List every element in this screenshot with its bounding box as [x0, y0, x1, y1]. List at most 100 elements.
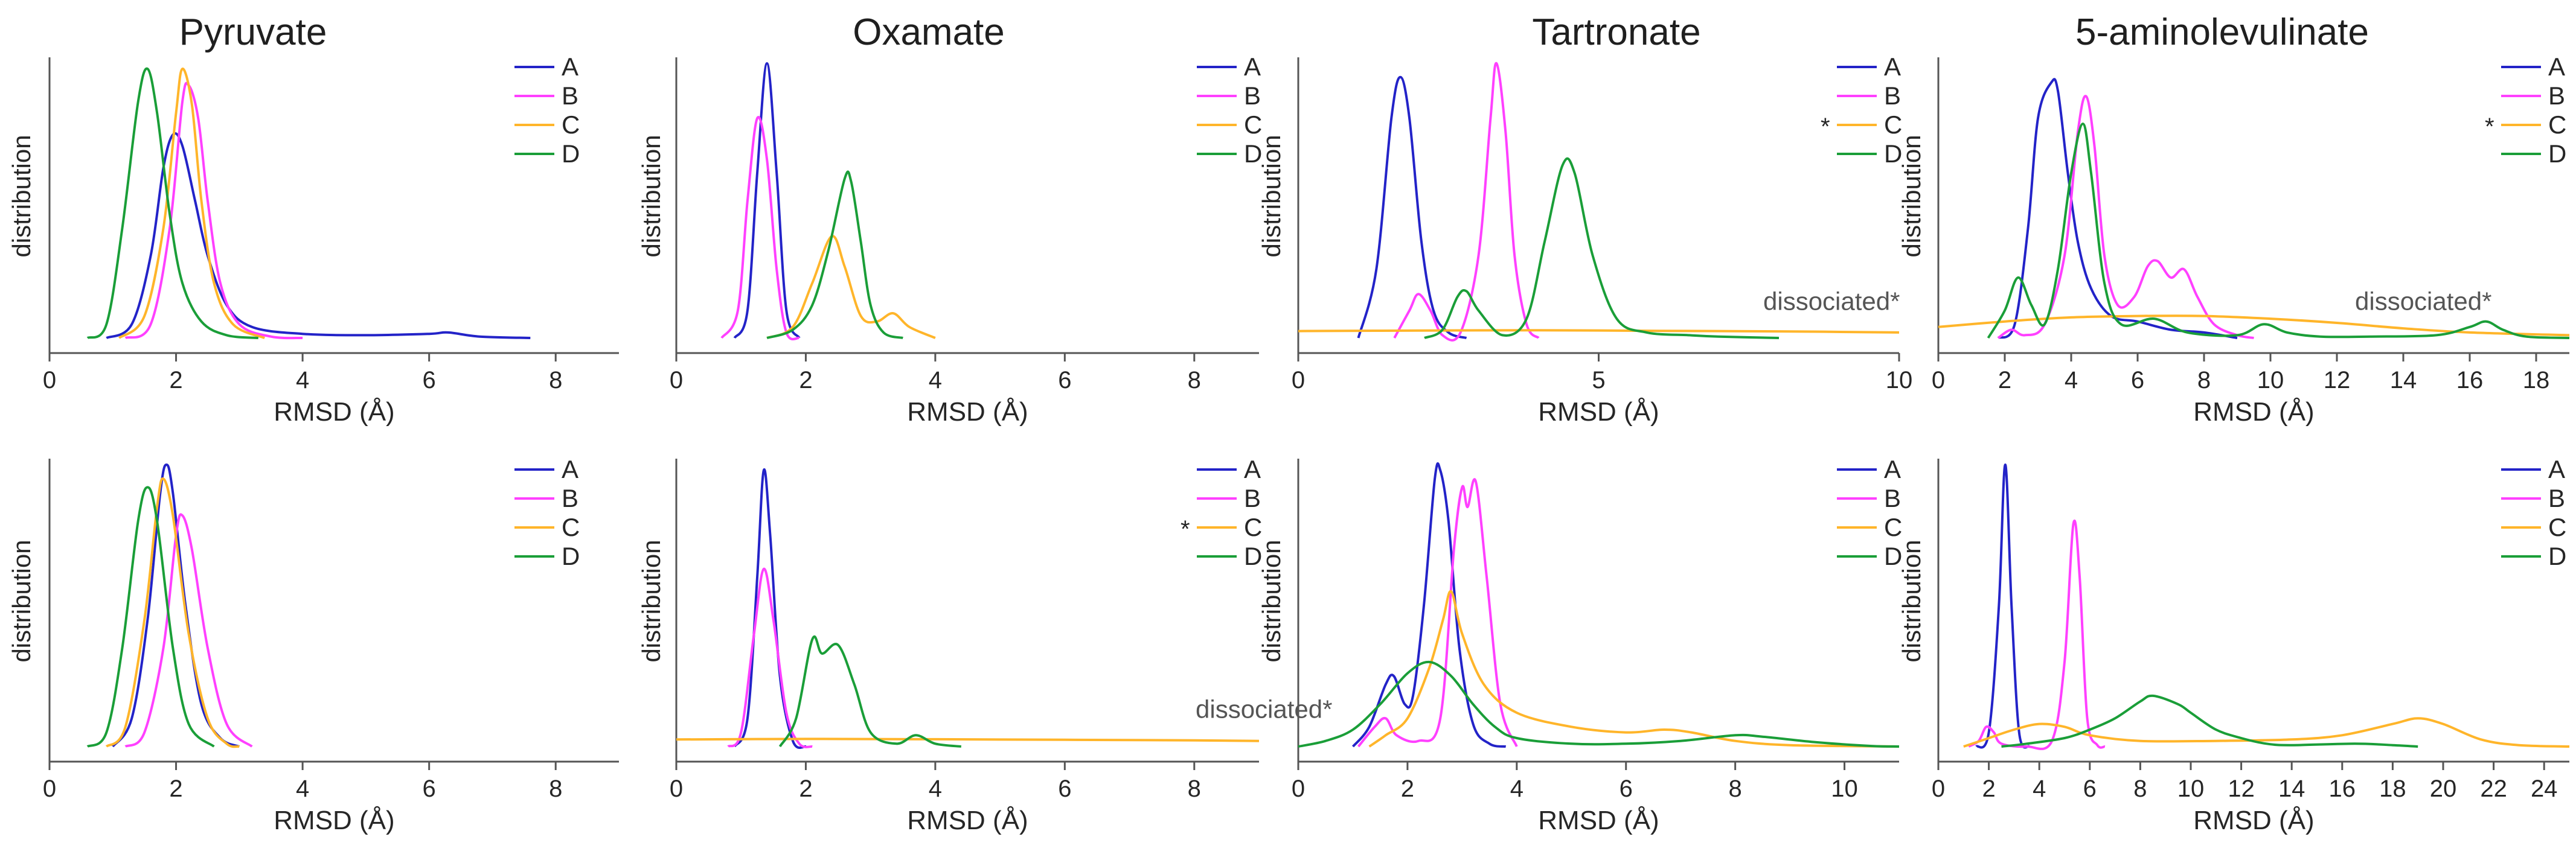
x-axis-label: RMSD (Å) — [1538, 806, 1659, 835]
x-tick-label: 6 — [1058, 776, 1071, 802]
x-tick-label: 0 — [1292, 776, 1305, 802]
x-tick-label: 24 — [2531, 776, 2558, 802]
x-tick-label: 0 — [1292, 367, 1305, 393]
x-tick-label: 6 — [1620, 776, 1633, 802]
series-D-line — [778, 635, 962, 748]
series-B-line — [1357, 478, 1518, 748]
x-tick-label: 12 — [2324, 367, 2351, 393]
y-axis-label: distribution — [1257, 540, 1286, 662]
x-tick-label: 2 — [169, 776, 182, 802]
series-D-line — [1298, 660, 1900, 748]
x-tick-label: 16 — [2456, 367, 2484, 393]
y-axis-label: distribution — [1897, 135, 1926, 257]
column-title-oxamate: Oxamate — [853, 11, 1005, 53]
x-tick-label: 10 — [1831, 776, 1858, 802]
series-C-line — [1938, 314, 2570, 337]
legend-asterisk-C: * — [1821, 113, 1830, 140]
legend-label-D: D — [1244, 139, 1262, 168]
series-C-line — [1298, 329, 1900, 334]
x-tick-label: 4 — [929, 776, 942, 802]
x-tick-label: 8 — [1188, 776, 1201, 802]
x-tick-label: 10 — [2177, 776, 2205, 802]
x-tick-label: 8 — [1729, 776, 1742, 802]
legend-label-C: C — [562, 513, 580, 541]
x-tick-label: 0 — [670, 776, 683, 802]
series-B-line — [124, 513, 253, 748]
legend-label-A: A — [1244, 455, 1261, 483]
x-axis-label: RMSD (Å) — [907, 806, 1028, 835]
series-A-line — [1975, 463, 2031, 749]
series-B-line — [1393, 62, 1540, 342]
x-axis-label: RMSD (Å) — [1538, 397, 1659, 427]
x-tick-label: 2 — [169, 367, 182, 393]
x-tick-label: 14 — [2390, 367, 2417, 393]
series-C-line — [118, 68, 265, 339]
series-B-line — [124, 81, 303, 340]
legend-label-C: C — [1244, 110, 1262, 139]
series-C-line — [676, 737, 1260, 742]
series-D-line — [1987, 123, 2570, 339]
x-tick-label: 0 — [43, 776, 56, 802]
legend-label-C: C — [1884, 513, 1902, 541]
legend-asterisk-C: * — [1181, 516, 1190, 543]
legend-label-B: B — [562, 484, 578, 512]
x-tick-label: 2 — [1401, 776, 1414, 802]
panel-pyruvate-row2: 0 2 4 6 8 RMSD (Å) distribution A B C D — [0, 455, 628, 860]
series-A-line — [1997, 78, 2238, 339]
series-B-line — [1968, 519, 2106, 750]
series-D-line — [2001, 694, 2418, 748]
y-axis-label: distribution — [7, 540, 36, 662]
x-tick-label: 16 — [2329, 776, 2356, 802]
legend-label-B: B — [1244, 81, 1261, 110]
x-axis-label: RMSD (Å) — [2193, 397, 2314, 427]
legend-label-C: C — [1244, 513, 1262, 541]
column-title-tartronate: Tartronate — [1532, 11, 1701, 53]
x-tick-label: 4 — [2065, 367, 2078, 393]
series-B-line — [720, 116, 800, 341]
column-title-5-aminolevulinate: 5-aminolevulinate — [2075, 11, 2369, 53]
legend-label-A: A — [1884, 53, 1901, 81]
legend-label-B: B — [1244, 484, 1261, 512]
series-A-line — [1351, 462, 1507, 748]
legend-label-B: B — [562, 81, 578, 110]
column-title-pyruvate: Pyruvate — [179, 11, 327, 53]
legend-asterisk-C: * — [2485, 113, 2494, 140]
annotation-dissociated: dissociated* — [1763, 287, 1900, 316]
legend-label-D: D — [1884, 542, 1902, 570]
legend-label-A: A — [2548, 53, 2565, 81]
x-tick-label: 8 — [1188, 367, 1201, 393]
legend-label-A: A — [1884, 455, 1901, 483]
y-axis-label: distribution — [7, 135, 36, 257]
series-C-line — [1368, 590, 1900, 748]
x-tick-label: 4 — [2033, 776, 2046, 802]
x-tick-label: 6 — [1058, 367, 1071, 393]
x-tick-label: 5 — [1592, 367, 1605, 393]
legend-label-A: A — [2548, 455, 2565, 483]
legend-label-D: D — [1884, 139, 1902, 168]
panel-5-aminolevulinate-row2: 0 2 4 6 8 10 12 14 16 18 20 22 24 RMSD (Å) distributio… — [1897, 455, 2576, 860]
x-tick-label: 2 — [1982, 776, 1995, 802]
legend-label-C: C — [2548, 110, 2566, 139]
x-tick-label: 0 — [1932, 776, 1945, 802]
x-tick-label: 8 — [549, 776, 562, 802]
x-tick-label: 10 — [2257, 367, 2284, 393]
series-B-line — [727, 567, 813, 748]
legend-label-A: A — [562, 53, 578, 81]
legend-label-D: D — [2548, 139, 2566, 168]
x-tick-label: 6 — [423, 776, 436, 802]
x-tick-label: 4 — [1510, 776, 1523, 802]
series-D-line — [86, 67, 258, 339]
series-C-line — [1963, 717, 2570, 748]
x-axis-label: RMSD (Å) — [907, 397, 1028, 427]
x-tick-label: 2 — [799, 367, 812, 393]
x-tick-label: 0 — [43, 367, 56, 393]
x-tick-label: 18 — [2379, 776, 2406, 802]
y-axis-label: distribution — [637, 135, 665, 257]
x-tick-label: 8 — [2197, 367, 2211, 393]
series-D-line — [766, 170, 903, 339]
x-tick-label: 18 — [2523, 367, 2550, 393]
x-tick-label: 20 — [2430, 776, 2457, 802]
legend-label-B: B — [2548, 484, 2565, 512]
